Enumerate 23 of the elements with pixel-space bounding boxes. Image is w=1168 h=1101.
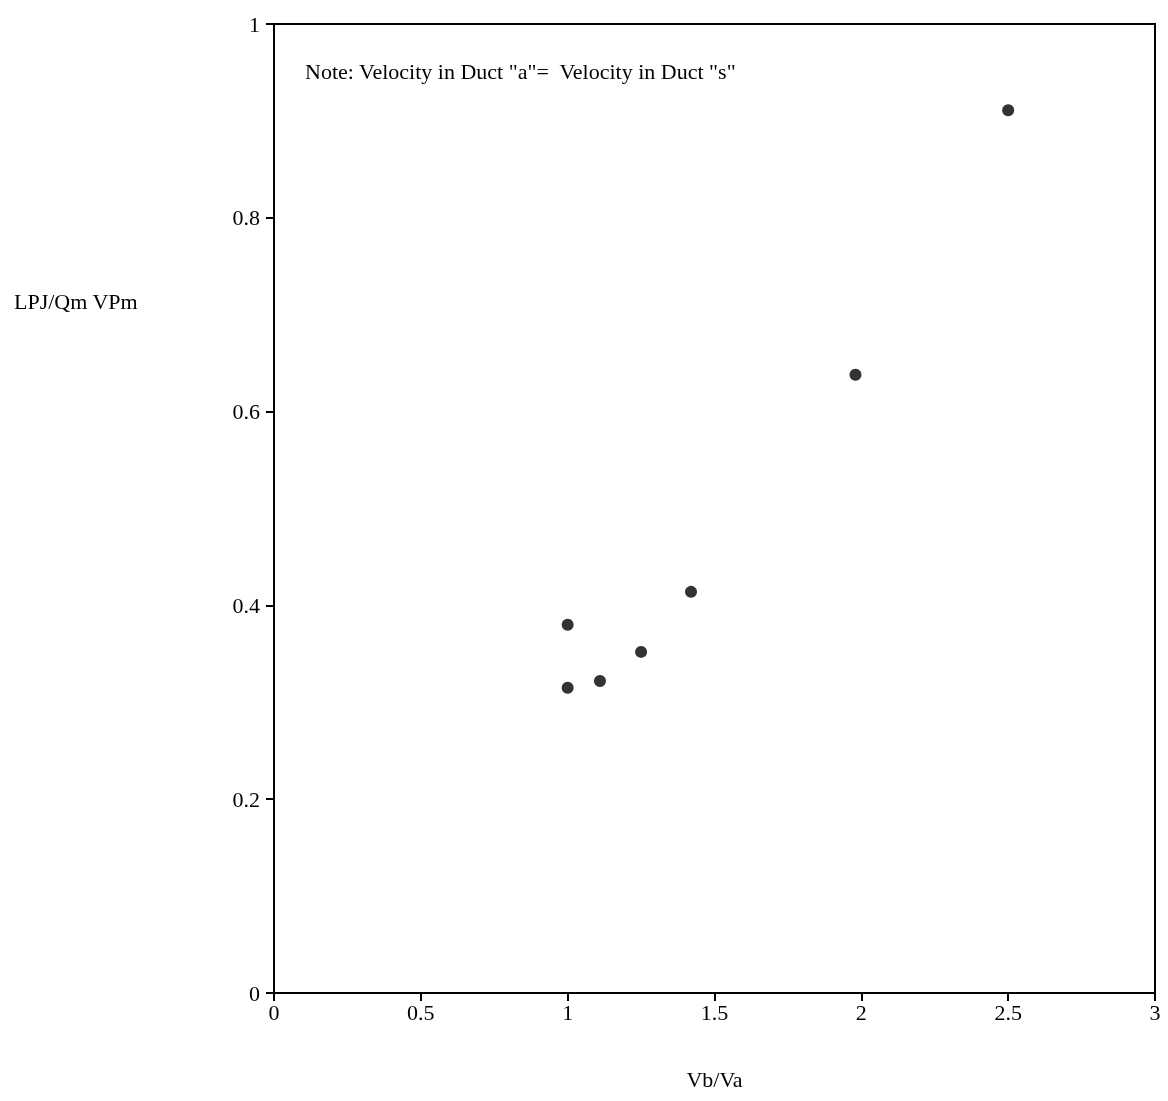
point [635,645,648,658]
y-tick-label: 0.2 [232,786,260,812]
x-tick-label: 1 [562,999,574,1025]
point [561,618,574,631]
x-tick-label: 1.5 [700,999,729,1025]
x-tick-label: 2.5 [994,999,1022,1025]
x-tick-label: 0.5 [407,999,435,1025]
y-axis-title: LPJ/Qm VPm [14,288,138,314]
y-tick-label: 0.4 [232,592,260,618]
point [593,674,606,687]
y-tick-label: 1 [249,11,260,37]
point [1002,104,1015,117]
y-tick-label: 0.6 [232,399,260,425]
x-tick-label: 0 [268,999,280,1025]
y-tick-label: 0.8 [232,205,260,231]
x-tick-label: 2 [855,999,867,1025]
annotation: Note: Velocity in Duct "a"= Velocity in Duct "s" [305,58,736,84]
point [561,681,574,694]
x-axis-title: Vb/Va [686,1066,743,1092]
x-tick-label: 3 [1149,999,1161,1025]
y-tick-label: 0 [249,980,260,1006]
point [849,368,862,381]
point [685,585,698,598]
